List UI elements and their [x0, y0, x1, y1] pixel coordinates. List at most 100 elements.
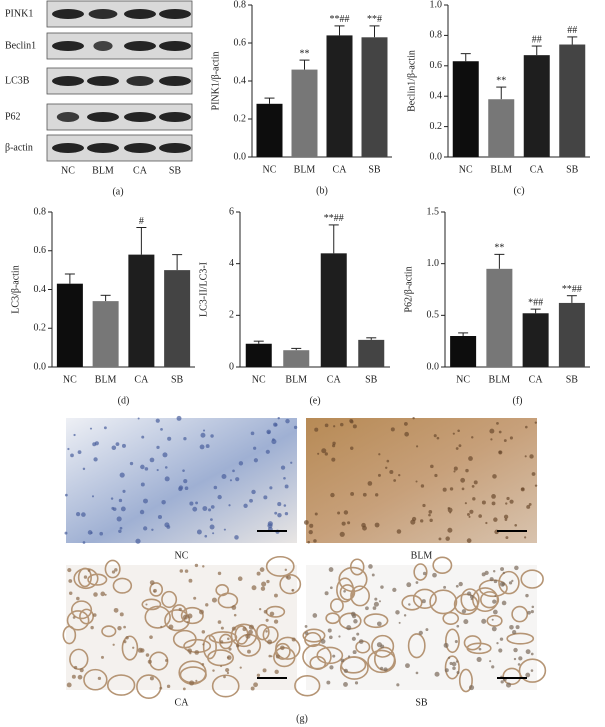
nucleus	[89, 427, 93, 430]
alveolus-wall	[350, 585, 370, 607]
bar	[486, 268, 513, 367]
nucleus	[228, 647, 232, 651]
nucleus	[178, 607, 182, 611]
blot-band	[87, 76, 119, 86]
nucleus	[422, 571, 427, 576]
nucleus	[467, 591, 472, 596]
y-tick-label: 0.4	[34, 284, 47, 295]
nucleus	[531, 605, 535, 609]
blot-band	[56, 112, 80, 122]
nucleus	[228, 504, 231, 507]
nucleus	[82, 541, 86, 544]
nucleus	[332, 654, 336, 658]
alveolus-wall	[136, 674, 162, 699]
alveolus-wall	[498, 570, 520, 595]
nucleus	[143, 498, 148, 504]
nucleus	[258, 607, 262, 611]
nucleus	[66, 682, 72, 688]
nucleus	[284, 484, 289, 489]
nucleus	[184, 486, 189, 491]
nucleus	[92, 442, 97, 447]
alveolus-wall	[340, 656, 367, 674]
nucleus	[149, 580, 155, 585]
alveolus-wall	[77, 567, 92, 588]
nucleus	[504, 518, 508, 522]
nucleus	[90, 625, 94, 630]
nucleus	[247, 649, 251, 654]
nucleus	[273, 593, 278, 598]
nucleus	[234, 535, 239, 540]
alveolus-wall	[339, 584, 356, 601]
nucleus	[473, 480, 478, 485]
nucleus	[229, 479, 233, 482]
nucleus	[200, 432, 206, 438]
alveolus-wall	[104, 559, 121, 579]
nucleus	[267, 430, 271, 434]
nucleus	[458, 581, 463, 587]
nucleus	[187, 648, 193, 653]
nucleus	[513, 647, 518, 653]
nucleus	[250, 686, 255, 691]
x-tick-label: SB	[171, 374, 184, 385]
x-tick-label: NC	[263, 164, 277, 175]
nucleus	[461, 487, 465, 491]
blot-band	[93, 41, 113, 51]
x-tick-label: BLM	[285, 374, 307, 385]
nucleus	[332, 444, 336, 448]
nucleus	[349, 418, 354, 423]
nucleus	[449, 661, 453, 666]
nucleus	[421, 599, 426, 604]
alveolus-wall	[309, 655, 327, 670]
nucleus	[506, 496, 510, 501]
nucleus	[233, 613, 237, 617]
bar	[320, 253, 347, 367]
nucleus	[445, 536, 450, 541]
nucleus	[267, 639, 273, 645]
nucleus	[464, 502, 467, 505]
nucleus	[362, 525, 367, 531]
nucleus	[485, 521, 488, 525]
nucleus	[517, 663, 521, 666]
nucleus	[489, 428, 495, 434]
bar	[522, 313, 549, 367]
nucleus	[320, 639, 326, 644]
nucleus	[493, 517, 498, 522]
nucleus	[253, 682, 258, 688]
nucleus	[444, 668, 449, 673]
x-tick-label: CA	[529, 374, 544, 385]
nucleus	[280, 465, 286, 470]
nucleus	[484, 570, 489, 575]
nucleus	[68, 591, 73, 595]
blot-protein-label: PINK1	[5, 8, 33, 19]
nucleus	[205, 444, 210, 449]
nucleus	[498, 450, 503, 455]
y-tick-label: 4	[229, 258, 234, 269]
nucleus	[449, 511, 452, 514]
panel-label: (d)	[118, 395, 130, 406]
nucleus	[166, 684, 171, 689]
nucleus	[225, 668, 230, 673]
nucleus	[202, 565, 205, 568]
nucleus	[377, 473, 381, 477]
blot-band	[87, 112, 119, 122]
nucleus	[347, 655, 351, 658]
y-tick-label: 0.8	[34, 206, 47, 217]
nucleus	[123, 625, 126, 629]
nucleus	[249, 498, 253, 503]
nucleus	[132, 646, 135, 649]
nucleus	[212, 669, 215, 672]
significance: **##	[562, 284, 582, 295]
y-tick-label: 0.2	[234, 113, 247, 124]
nucleus	[176, 415, 182, 421]
nucleus	[114, 568, 118, 572]
nucleus	[509, 625, 514, 630]
bar	[559, 44, 586, 157]
alveolus-wall	[338, 566, 368, 593]
nucleus	[503, 439, 507, 442]
nucleus	[196, 529, 202, 535]
nucleus	[314, 427, 319, 432]
nucleus	[155, 418, 160, 423]
nucleus	[259, 567, 265, 572]
nucleus	[416, 445, 419, 448]
nucleus	[179, 569, 184, 573]
